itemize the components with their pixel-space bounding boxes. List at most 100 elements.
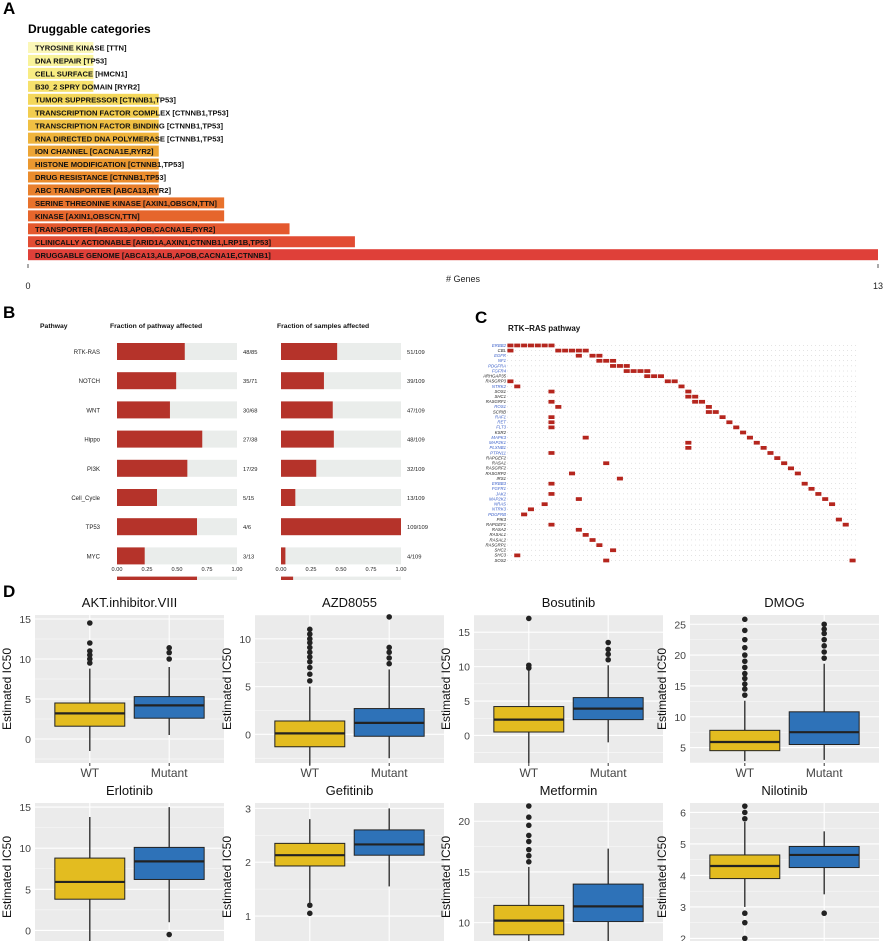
mut-box-4 [133, 846, 205, 880]
gene-label-26: IRS1 [496, 476, 506, 481]
boxplot-title-3: DMOG [764, 595, 804, 610]
wt-outlier-3-3 [742, 675, 748, 682]
onco-cell-11 [575, 348, 582, 353]
wt-outlier-0-0 [87, 660, 93, 666]
xtick-label-3-0: WT [735, 766, 754, 780]
pathway-count-0: 48/85 [243, 350, 258, 356]
mut-outlier-3-4 [821, 630, 827, 637]
bar-a-9 [28, 158, 159, 170]
onco-cell-41 [555, 405, 562, 409]
onco-cell-75 [829, 502, 836, 507]
ytick-label-7-4: 6 [680, 807, 686, 819]
bg-right-7 [281, 547, 401, 565]
onco-cell-27 [651, 374, 658, 379]
gene-label-8: NTRK2 [492, 384, 507, 389]
ytick-label-3-3: 20 [674, 650, 686, 662]
wt-outlier-6-1 [526, 852, 532, 859]
onco-cell-32 [514, 384, 521, 389]
onco-cell-34 [548, 389, 555, 394]
wt-box-4 [54, 857, 126, 900]
mut-box-3 [788, 711, 860, 745]
bar-a-14 [28, 223, 290, 235]
sample-count-7: 4/109 [407, 554, 422, 560]
wt-box-0 [54, 702, 126, 727]
bar-a-12 [28, 197, 225, 209]
onco-cell-37 [692, 394, 699, 399]
onco-cell-66 [616, 476, 623, 481]
bar-a-16 [28, 249, 878, 261]
tick-b-0-1: 0.25 [142, 567, 153, 573]
bar-right-6 [281, 518, 401, 536]
wt-box-3 [709, 729, 781, 752]
onco-cell-6 [548, 343, 555, 348]
ytick-label-7-2: 4 [680, 870, 686, 882]
wt-outlier-1-0 [307, 678, 313, 684]
mut-box-5 [353, 829, 425, 856]
wt-outlier-3-11 [742, 616, 748, 623]
bar-right-7 [281, 547, 286, 565]
onco-cell-28 [657, 374, 664, 379]
mut-outlier-0-2 [166, 645, 172, 651]
sample-count-5: 13/109 [407, 496, 425, 502]
onco-cell-70 [548, 492, 555, 496]
wt-outlier-3-8 [742, 644, 748, 651]
onco-cell-36 [685, 394, 692, 399]
gene-label-36: RASA2 [492, 527, 507, 532]
gene-label-17: KSR2 [495, 430, 507, 435]
wt-outlier-1-6 [307, 644, 313, 651]
onco-cell-23 [630, 369, 637, 373]
gene-label-6: ARHGAP35 [482, 374, 507, 379]
gene-label-2: EGFR [494, 353, 506, 358]
bar-a-10 [28, 171, 159, 183]
ytick-label-7-1: 3 [680, 902, 686, 914]
bar-left-3 [117, 430, 203, 448]
bar-label-a-10: DRUG RESISTANCE [CTNNB1,TP53] [35, 173, 167, 182]
ytick-label-2-1: 5 [464, 696, 470, 708]
onco-cell-42 [705, 405, 712, 409]
panel-label-c: C [475, 308, 488, 327]
onco-cell-79 [548, 522, 555, 527]
bg-right-8 [281, 576, 401, 580]
ylabel-4: Estimated IC50 [0, 836, 14, 918]
gene-label-0: ERBB2 [492, 343, 507, 348]
ylabel-5: Estimated IC50 [220, 836, 234, 918]
panel-b-pathway-fractions: Pathway Fraction of pathway affected Fract… [0, 300, 440, 580]
ytick-label-2-3: 15 [458, 627, 470, 639]
bar-left-8 [117, 576, 198, 580]
bar-right-8 [281, 576, 294, 580]
ytick-label-5-1: 2 [245, 857, 251, 869]
onco-cell-50 [733, 425, 740, 430]
xtick-label-3-1: Mutant [806, 766, 843, 780]
wt-outlier-1-4 [307, 654, 313, 660]
wt-outlier-3-4 [742, 670, 748, 677]
mut-outlier-1-0 [386, 660, 392, 667]
gene-label-12: ROS1 [494, 404, 506, 409]
mut-outlier-3-0 [821, 655, 827, 661]
wt-outlier-7-5 [742, 809, 748, 816]
onco-cell-7 [507, 348, 514, 353]
gene-label-1: CBL [498, 348, 507, 353]
onco-cell-40 [699, 399, 706, 404]
ytick-label-5-2: 3 [245, 803, 251, 815]
boxplot-3: DMOG 5 10 15 20 25 WT Mutant Estimated IC50 [655, 595, 879, 780]
mut-outlier-1-1 [386, 655, 392, 661]
bar-label-a-2: CELL SURFACE [HMCN1] [35, 70, 128, 79]
wt-outlier-1-3 [307, 658, 313, 665]
onco-cell-30 [664, 379, 671, 384]
wt-outlier-7-1 [742, 935, 748, 941]
gene-label-42: SOS2 [495, 558, 507, 563]
bar-a-13 [28, 210, 225, 222]
gene-label-14: RAF1 [495, 414, 507, 419]
onco-cell-8 [555, 348, 562, 353]
ytick-label-7-3: 5 [680, 839, 686, 851]
wt-outlier-6-5 [526, 822, 532, 829]
bar-label-a-6: TRANSCRIPTION FACTOR BINDING [CTNNB1,TP5… [35, 121, 223, 130]
gene-label-21: PTPN11 [490, 450, 507, 455]
gene-label-33: PDGFRB [488, 512, 506, 517]
onco-cell-25 [644, 369, 651, 373]
sample-count-2: 47/109 [407, 408, 425, 414]
bar-label-a-13: KINASE [AXIN1,OBSCN,TTN] [35, 212, 140, 221]
onco-cell-83 [589, 538, 596, 542]
onco-cell-78 [835, 517, 842, 522]
